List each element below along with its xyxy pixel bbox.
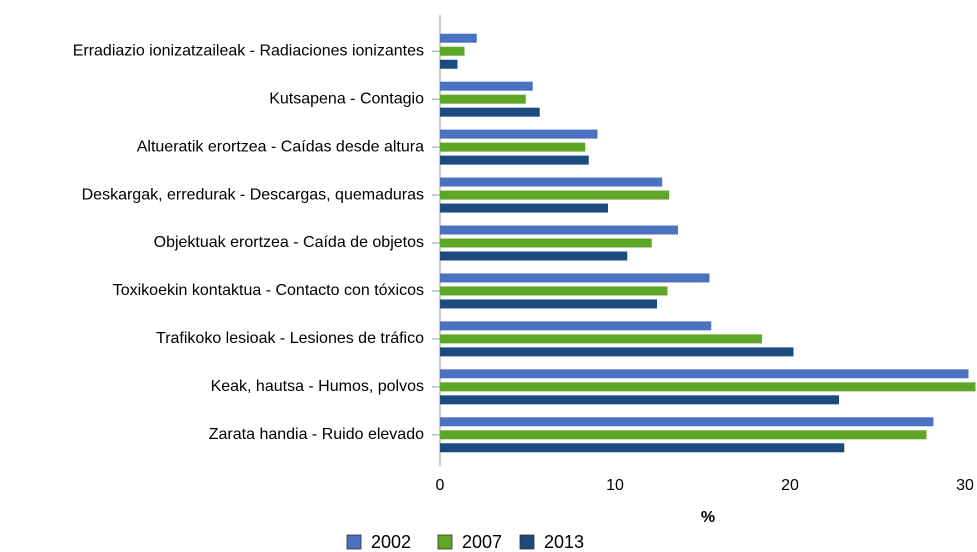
bar [440, 225, 678, 235]
bar [440, 251, 628, 261]
bar [440, 238, 652, 248]
x-axis-title: % [701, 509, 715, 526]
bar [440, 142, 586, 152]
legend-label: 2013 [544, 532, 584, 552]
bar [440, 347, 794, 357]
x-tick-label: 10 [606, 477, 624, 494]
bar [440, 334, 762, 344]
y-tick-label: Altueratik erortzea - Caídas desde altur… [137, 138, 424, 155]
bar [440, 321, 712, 331]
bar [440, 46, 465, 56]
legend-label: 2002 [371, 532, 411, 552]
bar [440, 59, 458, 69]
x-tick-label: 0 [436, 477, 445, 494]
bar [440, 299, 657, 309]
legend-label: 2007 [462, 532, 502, 552]
bar [440, 273, 710, 283]
bar [440, 155, 589, 165]
bar [440, 417, 934, 427]
x-tick-label: 30 [956, 477, 974, 494]
y-tick-label: Kutsapena - Contagio [269, 90, 424, 107]
bar [440, 286, 668, 296]
bar [440, 81, 533, 91]
y-tick-label: Objektuak erortzea - Caída de objetos [154, 234, 424, 251]
x-tick-label: 20 [781, 477, 799, 494]
bar [440, 369, 969, 379]
bar [440, 430, 927, 440]
bar [440, 190, 670, 200]
bar [440, 382, 976, 392]
bar [440, 177, 663, 187]
y-tick-label: Zarata handia - Ruido elevado [209, 426, 424, 443]
y-tick-label: Deskargak, erredurak - Descargas, quemad… [82, 186, 424, 203]
legend-swatch [519, 534, 535, 550]
bar [440, 203, 608, 213]
bar [440, 395, 839, 405]
bar [440, 107, 540, 117]
y-tick-label: Keak, hautsa - Humos, polvos [211, 378, 424, 395]
bar [440, 94, 526, 104]
legend-swatch [437, 534, 453, 550]
bar [440, 129, 598, 139]
bar [440, 33, 477, 43]
bar [440, 443, 845, 453]
y-tick-label: Erradiazio ionizatzaileak - Radiaciones … [73, 42, 424, 59]
y-tick-label: Toxikoekin kontaktua - Contacto con tóxi… [113, 282, 424, 299]
legend-swatch [346, 534, 362, 550]
y-tick-label: Trafikoko lesioak - Lesiones de tráfico [156, 330, 424, 347]
